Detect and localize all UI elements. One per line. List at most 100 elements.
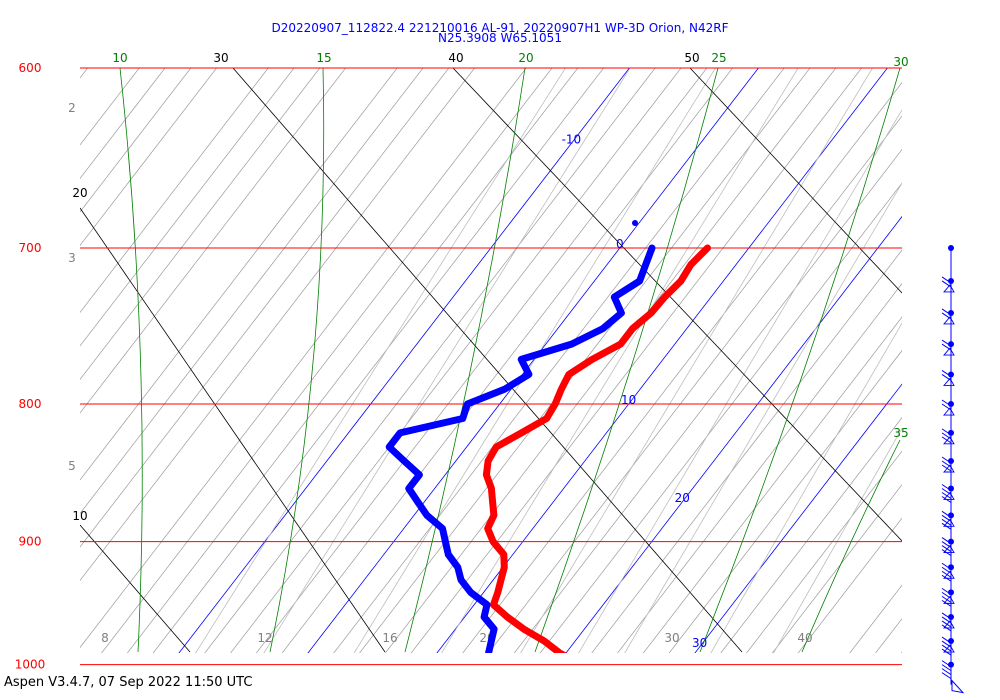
mixing-ratio-line (441, 68, 799, 653)
guide-isotherm (875, 618, 902, 653)
wind-barb (941, 570, 952, 578)
dry-adiabat-label: 20 (72, 186, 87, 200)
chart-subtitle: N25.3908 W65.1051 (438, 31, 562, 45)
wind-barb (941, 587, 952, 595)
wind-barb (941, 644, 952, 652)
guide-isotherm (230, 68, 682, 653)
wind-flag (943, 570, 955, 579)
guide-isotherm (80, 68, 269, 314)
guide-isotherm (746, 450, 902, 653)
isotherm-line (178, 68, 630, 653)
isotherm-label: 30 (692, 636, 707, 650)
guide-isotherm (80, 68, 527, 649)
isotherm-line (694, 383, 902, 653)
wind-flag (943, 620, 955, 629)
mixing-ratio-label: 16 (382, 631, 397, 645)
moist-adiabat (801, 439, 901, 653)
dry-adiabat-label: 10 (72, 509, 87, 523)
wind-flag (943, 544, 955, 554)
wind-flag (943, 284, 955, 293)
moist-adiabat (534, 68, 719, 653)
wind-barb (941, 660, 952, 668)
guide-isotherm (0, 0, 124, 700)
wind-barb (941, 612, 952, 620)
mixing-ratio-line (624, 182, 902, 653)
moist-adiabat (404, 68, 526, 653)
wind-barb (941, 370, 952, 377)
wind-flag (943, 316, 955, 325)
pressure-label-700: 700 (19, 241, 42, 255)
moist-adiabat (269, 68, 325, 653)
chart-title: D20220907_112822.4 221210016 AL-91, 2022… (271, 21, 729, 35)
guide-isotherm (771, 484, 902, 653)
moist-adiabat-label: 35 (893, 426, 908, 440)
wind-barbs (941, 245, 965, 694)
moist-adiabat-label: 25 (711, 51, 726, 65)
mixing-ratio-line (773, 427, 902, 653)
dry-adiabat (452, 68, 902, 542)
wind-barb (941, 562, 952, 570)
guide-isotherm (359, 68, 811, 653)
guide-isotherm (952, 0, 1000, 700)
guide-isotherm (617, 283, 902, 653)
guide-isotherm (488, 115, 902, 653)
guide-isotherm (642, 316, 902, 653)
guide-isotherm (668, 350, 902, 653)
moist-adiabat-label: 20 (518, 51, 533, 65)
wind-barb (941, 276, 952, 284)
guide-isotherm (80, 68, 192, 213)
wind-barb (941, 672, 952, 680)
guide-isotherm (926, 0, 1000, 700)
mixing-ratio-label: 8 (101, 631, 109, 645)
wind-barb (941, 399, 952, 407)
mixing-ratio-label: 5 (68, 459, 76, 473)
guide-isotherm (80, 68, 166, 179)
dewpoint-profile (385, 244, 656, 653)
wind-barb (941, 428, 952, 436)
guide-isotherm (126, 68, 579, 653)
mixing-ratio-line (520, 68, 873, 653)
wind-barb (941, 484, 952, 491)
wind-barb (941, 668, 952, 676)
guide-isotherm (80, 68, 476, 582)
guide-isotherm (591, 249, 902, 653)
guide-isotherm (384, 68, 837, 653)
guide-isotherm (539, 182, 902, 653)
wind-flag (943, 377, 955, 386)
footer-text: Aspen V3.4.7, 07 Sep 2022 11:50 UTC (4, 675, 253, 690)
dry-adiabat (232, 68, 743, 653)
wind-barb (941, 492, 952, 499)
moist-adiabat-label: 30 (893, 55, 908, 69)
wind-flag (943, 518, 955, 527)
wind-barb (941, 545, 952, 552)
wind-flag (943, 491, 955, 500)
wind-flag (943, 464, 955, 473)
guide-isotherm (204, 68, 656, 653)
launch-point (632, 220, 638, 226)
isotherm-label: 0 (616, 237, 624, 251)
dry-adiabat (80, 207, 386, 653)
guide-isotherm (152, 68, 605, 653)
wind-barb (941, 595, 952, 603)
wind-pennant (951, 679, 965, 694)
mixing-ratio-line (578, 109, 902, 653)
wind-barb (941, 436, 952, 444)
isotherm-label: 10 (621, 393, 636, 407)
wind-barb (941, 518, 952, 526)
isotherm-label: -10 (562, 132, 582, 146)
wind-flag (943, 436, 955, 445)
mixing-ratio-label: 30 (664, 631, 679, 645)
guide-isotherm (978, 0, 1000, 700)
dry-adiabat-label: 50 (684, 51, 699, 65)
guide-isotherm (874, 0, 1000, 700)
wind-flag (943, 347, 955, 356)
dry-adiabat-label: 30 (213, 51, 228, 65)
wind-barb (941, 464, 952, 472)
mixing-ratio-label: 2 (68, 101, 76, 115)
dry-adiabat (80, 524, 191, 653)
wind-barb (941, 510, 952, 518)
moist-adiabat (699, 68, 901, 653)
guide-isotherm (900, 651, 902, 653)
